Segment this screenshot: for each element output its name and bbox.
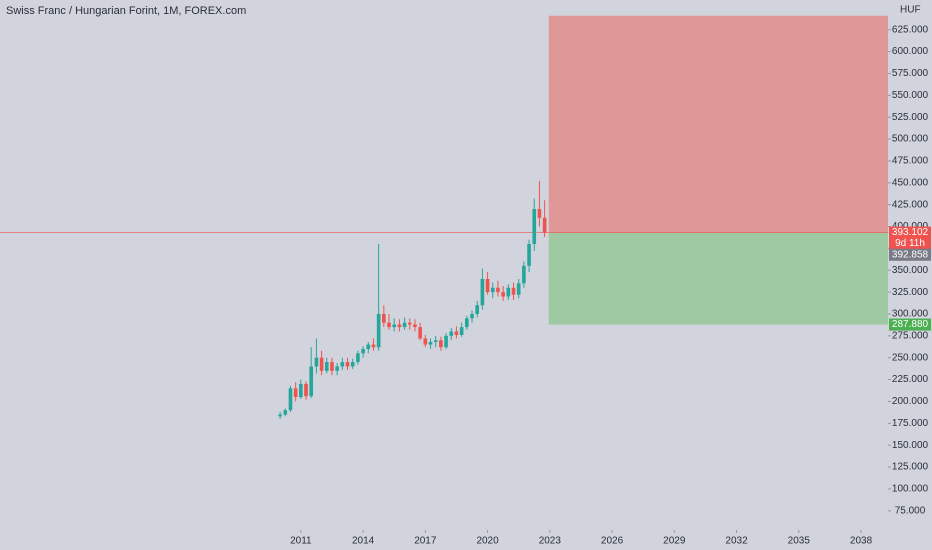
candle-body (428, 341, 433, 345)
x-tick-label: 2029 (663, 536, 686, 547)
candle-body (516, 283, 521, 295)
candle-body (501, 292, 505, 297)
y-tick-label: 450.000 (892, 177, 929, 188)
y-tick-label: 300.000 (892, 309, 929, 320)
y-tick-label: 150.000 (892, 440, 929, 451)
candle-body (299, 383, 303, 398)
x-tick-label: 2020 (476, 536, 499, 547)
candle-body (376, 313, 381, 348)
countdown-label: 9d 11h (895, 238, 925, 249)
candle-body (418, 327, 422, 339)
candle-body (330, 362, 334, 371)
candle-body (449, 331, 454, 336)
currency-label: HUF (900, 5, 921, 16)
candle-body (345, 362, 350, 367)
x-tick-label: 2023 (539, 536, 562, 547)
y-tick-label: 425.000 (892, 199, 929, 210)
candle-body (542, 217, 547, 233)
candle-body (522, 265, 526, 284)
candle-body (537, 209, 542, 218)
y-tick-label: 200.000 (892, 396, 929, 407)
candle-body (340, 362, 345, 367)
y-tick-label: 325.000 (892, 287, 929, 298)
candle-body (361, 348, 365, 354)
candle-body (506, 287, 511, 297)
candle-body (335, 366, 339, 371)
candle-body (439, 340, 443, 348)
candle-body (319, 357, 324, 371)
y-tick-label: 275.000 (892, 330, 929, 341)
candle-body (511, 287, 516, 295)
candle-body (283, 410, 288, 415)
candle-body (392, 324, 397, 328)
entry-price-label: 392.858 (892, 249, 929, 260)
countdown-label-box (889, 238, 931, 250)
entry-price-label-box (889, 248, 931, 261)
candle-body (475, 305, 480, 314)
candle-body (371, 344, 376, 348)
candle-body (293, 388, 298, 398)
y-tick-label: 175.000 (892, 418, 929, 429)
candle-body (278, 414, 282, 417)
candle-body (350, 362, 355, 367)
x-tick-label: 2011 (290, 536, 312, 547)
x-tick-label: 2035 (788, 536, 811, 547)
y-tick-label: 125.000 (892, 462, 929, 473)
candle-body (532, 209, 537, 245)
candle-body (413, 324, 417, 328)
candle-body (387, 322, 391, 328)
stop-price-label-box (889, 318, 931, 331)
candle-body (444, 335, 448, 348)
candle-body (397, 324, 402, 328)
candle-body (433, 340, 438, 342)
candle-body (496, 287, 500, 293)
candle-body (490, 287, 495, 293)
candle-body (356, 353, 360, 363)
candle-body (485, 278, 490, 293)
last-price-label-box (889, 226, 931, 239)
last-price-label: 393.102 (892, 227, 929, 238)
y-tick-label: 475.000 (892, 156, 929, 167)
candle-body (459, 327, 464, 335)
candle-body (304, 383, 308, 397)
y-tick-label: 100.000 (892, 484, 929, 495)
profit-zone (548, 15, 888, 233)
y-tick-label: 600.000 (892, 46, 929, 57)
candle-body (465, 318, 469, 328)
x-tick-label: 2017 (414, 536, 437, 547)
loss-zone (548, 232, 888, 325)
candle-body (423, 338, 428, 345)
candle-body (402, 322, 407, 328)
y-tick-label: 350.000 (892, 265, 929, 276)
candle-body (407, 322, 412, 325)
candle-body (366, 344, 371, 349)
candle-body (470, 313, 474, 319)
y-tick-label: 575.000 (892, 68, 929, 79)
candle-body (454, 331, 459, 335)
candle-body (480, 278, 485, 306)
x-tick-label: 2032 (725, 536, 748, 547)
candle-body (314, 357, 319, 367)
x-tick-label: 2026 (601, 536, 624, 547)
y-tick-label: 500.000 (892, 134, 929, 145)
chart-title: Swiss Franc / Hungarian Forint, 1M, FORE… (6, 5, 246, 17)
y-tick-label: 625.000 (892, 24, 929, 35)
x-tick-label: 2038 (850, 536, 873, 547)
y-tick-label: 550.000 (892, 90, 929, 101)
candle-body (309, 366, 314, 397)
y-tick-label: 225.000 (892, 374, 929, 385)
y-tick-label: 525.000 (892, 112, 929, 123)
y-tick-label: 250.000 (892, 352, 929, 363)
stop-price-label: 287.880 (892, 319, 929, 330)
y-tick-label: 75.000 (895, 505, 926, 516)
candle-body (527, 244, 531, 266)
x-tick-label: 2014 (352, 536, 375, 547)
candle-body (324, 362, 329, 371)
candle-body (288, 388, 293, 411)
candle-body (382, 313, 386, 323)
